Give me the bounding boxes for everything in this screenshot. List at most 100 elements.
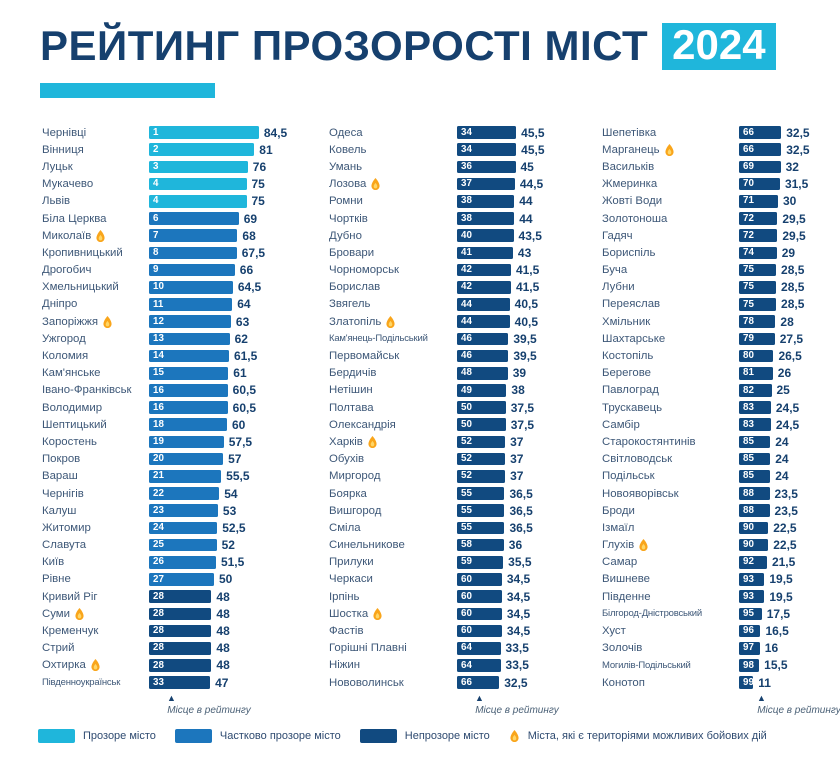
rank-number: 34 [461,143,472,155]
score-value: 31,5 [784,177,809,192]
city-row: Горішні Плавні 64 33,5 [329,640,602,657]
rank-number: 79 [743,332,754,344]
partly-transparent-city-swatch [174,729,212,744]
city-row: Вараш 21 55,5 [42,468,329,485]
rank-bar: 2 [149,143,255,157]
city-row: Шостка 60 34,5 [329,605,602,622]
score-value: 63 [235,314,250,329]
city-row: Борислав 42 41,5 [329,279,602,296]
rank-number: 41 [461,247,472,258]
city-row: Чорноморськ 42 41,5 [329,262,602,279]
opaque-city-swatch [359,729,397,744]
rank-number: 18 [153,418,164,430]
score-value: 75 [251,177,265,192]
rank-bar: 27 [149,573,214,586]
city-row: Подільськ 85 24 [602,468,840,485]
city-label: Південноукраїнськ [42,677,121,689]
rank-number: 92 [743,556,754,568]
city-row: Берегове 81 26 [602,365,840,382]
ranking-columns: Чернівці 1 84,5 Вінниця 2 81 Луцьк 3 76 Мукачево 4… [0,124,840,717]
war-flame-icon [96,229,105,242]
city-label: Чортків [329,212,368,225]
city-row: Боярка 55 36,5 [329,485,602,502]
rank-bar: 81 [739,366,773,380]
rank-number: 34 [461,126,472,138]
rank-bar: 26 [149,555,216,569]
score-value: 23,5 [774,486,798,501]
score-value: 32,5 [786,125,810,140]
rank-bar: 85 [739,435,771,449]
score-value: 48 [216,589,230,604]
rank-bar: 97 [739,641,760,655]
city-label: Миргород [329,470,381,483]
axis-caption: Місце в рейтингу [475,705,559,717]
city-row: Могилів-Подільський 98 15,5 [602,657,840,674]
city-label: Вараш [42,470,78,483]
score-value: 76 [252,159,267,174]
score-value: 54 [224,486,238,501]
rank-number: 82 [743,384,754,396]
rank-number: 1 [153,126,159,138]
city-label: Хмельницький [42,281,119,294]
city-row: Вінниця 2 81 [42,141,329,158]
city-label: Васильків [602,160,655,173]
score-value: 34,5 [506,606,531,621]
city-label: Сміла [329,521,361,534]
score-value: 22,5 [773,538,797,553]
score-value: 44,5 [519,177,544,192]
rank-number: 80 [743,350,754,362]
city-row: Суми 28 48 [42,605,329,622]
city-label: Жовті Води [602,195,663,208]
score-value: 62 [234,331,248,346]
city-row: Кам'янське 15 61 [42,365,329,382]
rank-bar: 48 [457,366,508,380]
score-value: 26,5 [778,349,802,364]
city-row: Фастів 60 34,5 [329,622,602,639]
rank-bar: 20 [149,452,224,466]
score-value: 61 [233,366,247,381]
rank-bar: 46 [457,349,509,363]
axis-caption: Місце в рейтингу [757,705,840,717]
rank-number: 24 [153,522,164,533]
rank-number: 55 [461,504,472,516]
city-label: Ніжин [329,659,361,672]
rank-bar: 93 [739,590,765,603]
city-label: Охтирка [42,658,149,672]
rank-bar: 74 [739,246,777,260]
city-label: Подільськ [602,470,655,483]
rank-bar: 1 [149,126,259,139]
score-value: 44 [519,194,533,209]
score-value: 32,5 [504,675,528,690]
score-value: 33,5 [505,658,529,673]
rank-number: 42 [461,281,472,293]
city-row: Південноукраїнськ 33 47 [42,674,329,691]
rank-number: 8 [153,247,159,258]
legend-item-partly-transparent: Частково прозоре місто [174,729,341,744]
city-label: Боярка [329,487,367,500]
score-value: 28,5 [781,297,805,312]
rank-number: 90 [743,539,754,551]
city-label: Берегове [602,367,651,380]
rank-bar: 10 [149,280,233,294]
rank-bar: 6 [149,212,239,225]
rank-bar: 55 [457,487,505,500]
city-label: Хмільник [602,315,651,328]
city-label: Хуст [602,625,626,638]
city-label: Славута [42,539,87,552]
city-row: Чортків 38 44 [329,210,602,227]
rank-bar: 75 [739,263,777,277]
rank-bar: 44 [457,315,510,328]
city-row: Самар 92 21,5 [602,554,840,571]
rank-number: 69 [743,161,754,173]
rank-number: 11 [153,298,164,310]
score-value: 41,5 [515,280,540,295]
rank-bar: 28 [149,641,212,655]
city-row: Ізмаїл 90 22,5 [602,519,840,536]
city-label: Бердичів [329,367,377,380]
rank-bar: 93 [739,573,765,586]
rank-number: 22 [153,487,164,499]
header: РЕЙТИНГ ПРОЗОРОСТІ МІСТ 2024 [0,0,840,98]
rank-bar: 16 [149,401,228,414]
rank-number: 70 [743,178,754,190]
score-value: 48 [216,641,230,656]
